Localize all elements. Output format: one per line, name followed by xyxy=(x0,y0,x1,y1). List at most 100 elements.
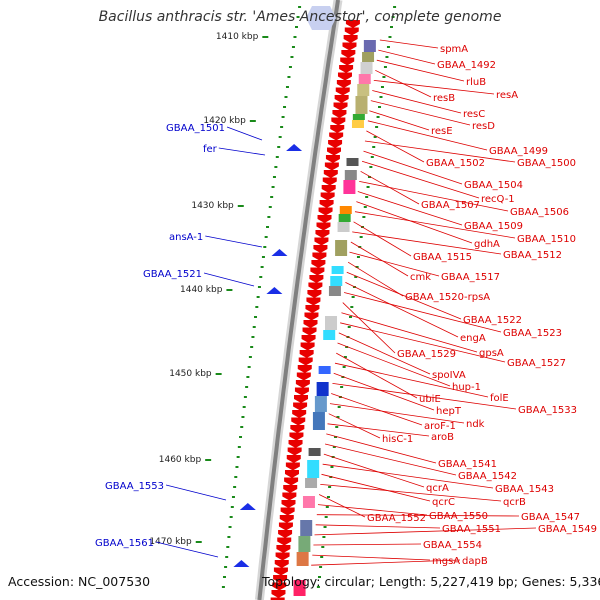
gc-dot xyxy=(246,376,250,378)
gene-feature-block xyxy=(335,240,348,256)
gene-feature-block xyxy=(338,214,351,222)
gc-dot xyxy=(365,196,369,198)
label-leader-line xyxy=(338,332,431,375)
label-leader-line xyxy=(352,231,502,255)
reverse-gene-arrow xyxy=(305,305,320,313)
gc-dot xyxy=(321,546,325,548)
gc-dot xyxy=(330,466,334,468)
label-leader-line xyxy=(312,554,431,561)
gc-dot xyxy=(375,126,379,128)
label-leader-line xyxy=(372,90,462,114)
gc-dot xyxy=(235,466,239,468)
label-leader-line xyxy=(370,100,471,126)
gene-feature-block xyxy=(308,448,321,456)
reverse-gene-arrow xyxy=(306,297,321,306)
gene-label-reverse: GBAA_1547 xyxy=(521,512,580,523)
label-leader-line xyxy=(218,147,266,156)
gene-label-reverse: aroF-1 xyxy=(424,421,456,432)
gene-label-reverse: GBAA_1523 xyxy=(503,328,562,339)
gc-dot xyxy=(380,86,384,88)
reverse-gene-arrow xyxy=(321,185,336,193)
gene-label-reverse: gdhA xyxy=(474,239,500,250)
reverse-gene-arrow xyxy=(292,410,307,418)
gc-dot xyxy=(271,186,275,188)
gene-feature-block xyxy=(302,496,315,508)
label-leader-line xyxy=(367,120,488,151)
gc-dot xyxy=(342,366,346,368)
reverse-gene-arrow xyxy=(280,507,295,516)
label-leader-line xyxy=(205,235,263,248)
gc-dot xyxy=(345,346,349,348)
gc-dot xyxy=(250,346,254,348)
reverse-gene-arrow xyxy=(334,95,349,103)
label-leader-line xyxy=(353,221,412,257)
gene-feature-block xyxy=(339,206,352,214)
reverse-gene-arrow xyxy=(310,267,325,276)
gene-feature-block xyxy=(296,552,309,566)
gene-label-reverse: GBAA_1510 xyxy=(517,234,576,245)
label-leader-line xyxy=(337,342,451,387)
gene-label-reverse: GBAA_1520-rpsA xyxy=(405,292,490,303)
gc-dot xyxy=(322,536,326,538)
label-leader-line xyxy=(343,292,502,333)
gene-feature-block xyxy=(316,382,329,396)
reverse-gene-arrow xyxy=(332,110,347,118)
gene-feature-block xyxy=(362,52,375,62)
label-leader-line xyxy=(324,443,457,476)
reverse-gene-arrow xyxy=(274,560,289,568)
gc-dot xyxy=(248,356,252,358)
label-leader-line xyxy=(366,130,425,163)
forward-gene-arrow xyxy=(233,560,250,567)
reverse-gene-arrow xyxy=(291,417,306,426)
gc-dot xyxy=(340,386,344,388)
gene-feature-block xyxy=(298,536,311,552)
gene-label-reverse: GBAA_1504 xyxy=(464,180,523,191)
gene-label-reverse: GBAA_1512 xyxy=(503,250,562,261)
reverse-gene-arrow xyxy=(323,170,338,178)
gc-dot xyxy=(264,236,268,238)
gc-dot xyxy=(241,416,245,418)
gene-feature-block xyxy=(363,40,376,52)
label-leader-line xyxy=(329,403,465,424)
gc-dot xyxy=(363,206,367,208)
scale-label: 1440 kbp xyxy=(180,285,223,295)
label-leader-line xyxy=(323,453,425,488)
gc-dot xyxy=(254,316,258,318)
reverse-gene-arrow xyxy=(285,462,300,471)
gc-dot xyxy=(351,296,355,298)
gc-dot xyxy=(349,316,353,318)
gc-dot xyxy=(294,26,298,28)
gene-label-reverse: resA xyxy=(496,90,518,101)
gene-label-reverse: hepT xyxy=(436,406,462,417)
reverse-gene-arrow xyxy=(317,215,332,223)
gene-feature-block xyxy=(318,366,331,374)
label-leader-line xyxy=(369,110,430,131)
reverse-gene-arrow xyxy=(319,200,334,208)
reverse-gene-arrow xyxy=(278,530,293,538)
reverse-gene-arrow xyxy=(316,222,331,231)
gene-feature-block xyxy=(351,120,364,128)
gc-dot xyxy=(225,556,229,558)
backbone-line xyxy=(257,0,340,600)
label-leader-line xyxy=(320,484,502,502)
gc-dot xyxy=(221,586,225,588)
gc-dot xyxy=(239,436,243,438)
label-leader-line xyxy=(340,322,506,363)
reverse-gene-arrow xyxy=(322,177,337,186)
gc-dot xyxy=(356,256,360,258)
forward-gene-arrow xyxy=(286,144,303,151)
gc-dot xyxy=(252,326,256,328)
label-leader-line xyxy=(165,484,227,501)
label-leader-line xyxy=(332,383,517,410)
label-leader-line xyxy=(226,126,263,141)
reverse-gene-arrow xyxy=(341,50,356,58)
gene-label-reverse: GBAA_1554 xyxy=(423,540,482,551)
label-leader-line xyxy=(316,514,520,517)
gc-dot xyxy=(383,66,387,68)
reverse-gene-arrow xyxy=(340,57,355,66)
gc-dot xyxy=(287,76,291,78)
gene-feature-block xyxy=(300,520,313,536)
gc-dot xyxy=(267,216,271,218)
gc-dot xyxy=(281,116,285,118)
gc-dot xyxy=(243,396,247,398)
